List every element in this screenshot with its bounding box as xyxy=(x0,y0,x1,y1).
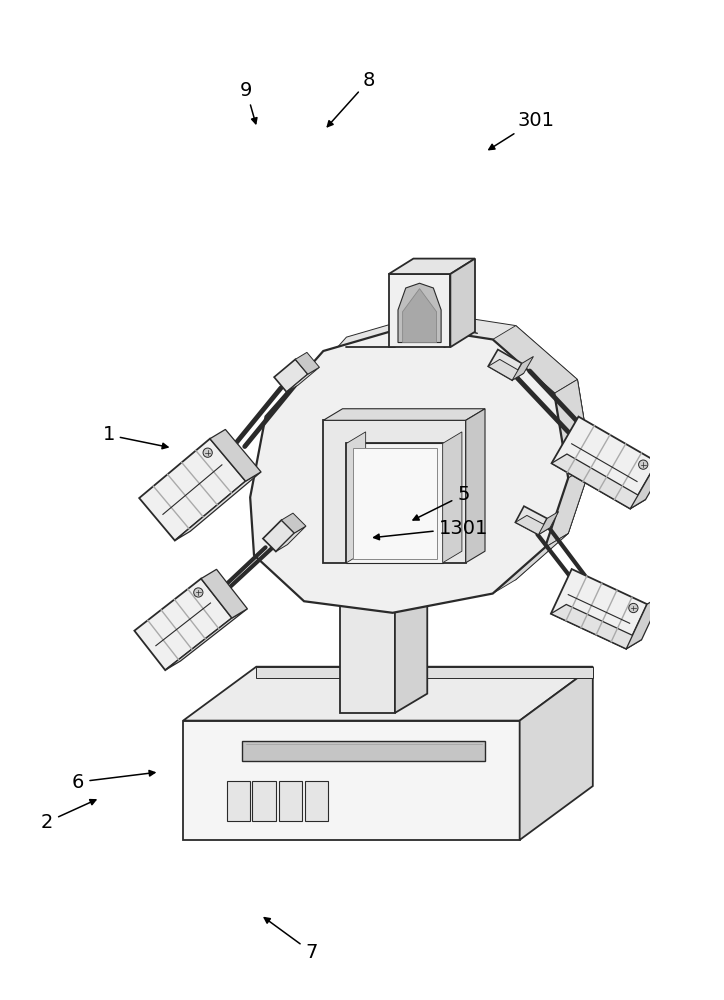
Polygon shape xyxy=(243,741,485,761)
Polygon shape xyxy=(346,432,366,563)
Polygon shape xyxy=(276,526,306,552)
Text: 9: 9 xyxy=(240,81,257,124)
Circle shape xyxy=(639,460,648,469)
Polygon shape xyxy=(626,595,662,649)
Polygon shape xyxy=(442,432,462,563)
Polygon shape xyxy=(139,439,245,541)
Polygon shape xyxy=(515,506,547,535)
Polygon shape xyxy=(282,513,306,533)
Polygon shape xyxy=(353,448,437,559)
Polygon shape xyxy=(174,472,261,541)
Polygon shape xyxy=(227,781,251,821)
Text: 301: 301 xyxy=(489,110,555,150)
Polygon shape xyxy=(398,283,441,343)
Text: 2: 2 xyxy=(41,800,96,832)
Polygon shape xyxy=(324,420,466,563)
Polygon shape xyxy=(555,379,592,478)
Polygon shape xyxy=(346,443,442,563)
Polygon shape xyxy=(183,721,520,840)
Text: 8: 8 xyxy=(327,70,376,127)
Polygon shape xyxy=(183,667,593,721)
Polygon shape xyxy=(555,379,592,478)
Polygon shape xyxy=(403,289,437,343)
Circle shape xyxy=(203,448,212,457)
Polygon shape xyxy=(279,781,302,821)
Polygon shape xyxy=(515,515,550,535)
Polygon shape xyxy=(551,604,641,649)
Text: 5: 5 xyxy=(413,486,470,520)
Polygon shape xyxy=(389,274,450,347)
Polygon shape xyxy=(135,579,232,670)
Text: 6: 6 xyxy=(72,770,155,792)
Polygon shape xyxy=(324,409,485,420)
Polygon shape xyxy=(630,453,673,509)
Polygon shape xyxy=(493,326,578,393)
Polygon shape xyxy=(389,259,475,274)
Polygon shape xyxy=(551,569,647,649)
Polygon shape xyxy=(295,352,319,374)
Polygon shape xyxy=(450,259,475,347)
Polygon shape xyxy=(520,667,593,840)
Text: 1: 1 xyxy=(102,426,168,449)
Polygon shape xyxy=(552,454,646,509)
Polygon shape xyxy=(210,429,261,481)
Polygon shape xyxy=(340,532,427,551)
Text: 7: 7 xyxy=(264,918,318,962)
Polygon shape xyxy=(545,464,592,547)
Polygon shape xyxy=(201,569,248,618)
Polygon shape xyxy=(512,356,534,380)
Polygon shape xyxy=(395,532,427,713)
Text: 1301: 1301 xyxy=(374,518,488,540)
Polygon shape xyxy=(493,533,568,594)
Polygon shape xyxy=(263,520,295,552)
Polygon shape xyxy=(253,781,276,821)
Polygon shape xyxy=(251,326,568,613)
Polygon shape xyxy=(466,409,485,563)
Polygon shape xyxy=(488,350,522,380)
Polygon shape xyxy=(287,367,319,392)
Polygon shape xyxy=(274,359,308,392)
Polygon shape xyxy=(256,667,593,678)
Polygon shape xyxy=(488,359,523,380)
Polygon shape xyxy=(552,417,657,509)
Polygon shape xyxy=(545,464,592,547)
Polygon shape xyxy=(340,551,395,713)
Polygon shape xyxy=(305,781,328,821)
Circle shape xyxy=(628,603,638,613)
Polygon shape xyxy=(165,609,248,670)
Polygon shape xyxy=(539,512,559,535)
Polygon shape xyxy=(273,312,592,599)
Circle shape xyxy=(194,588,203,597)
